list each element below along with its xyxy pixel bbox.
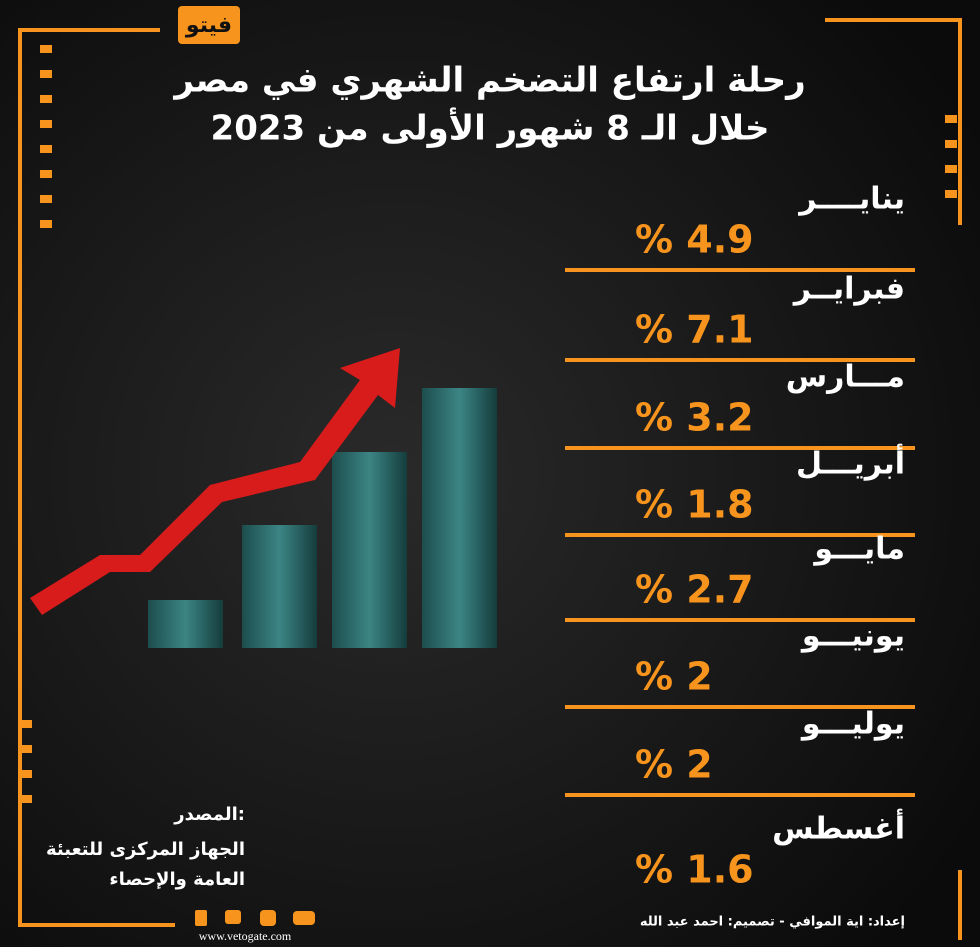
items: ينايــــر % 4.9 فبرايــر % 7.1 مـــارس % 3.2 أ… — [565, 182, 915, 892]
month: مـــارس — [786, 360, 905, 395]
social-icons — [195, 910, 315, 926]
month: مايـــو — [812, 532, 905, 567]
website: www.vetogate.com — [199, 929, 292, 943]
rate: % 2 — [635, 743, 713, 787]
rate: % 7.1 — [635, 308, 754, 352]
rate: % 4.9 — [635, 218, 754, 262]
rate: % 2 — [635, 655, 713, 699]
month: يونيـــو — [800, 619, 905, 654]
frame — [18, 18, 962, 940]
logo-text: فيتو — [185, 13, 232, 38]
rate: % 1.6 — [635, 848, 754, 892]
credits: إعداد: اية الموافي - تصميم: احمد عبد الل… — [640, 915, 905, 930]
month: ينايــــر — [797, 182, 905, 217]
rate: % 2.7 — [635, 568, 754, 612]
logo: فيتو — [178, 6, 240, 44]
month: أغسطس — [772, 809, 905, 847]
source-line: العامة والإحصاء — [109, 869, 245, 890]
rate: % 3.2 — [635, 396, 754, 440]
source-line: الجهاز المركزى للتعبئة — [46, 839, 245, 860]
month: فبرايــر — [792, 272, 905, 307]
title-line: رحلة ارتفاع التضخم الشهري في مصر — [172, 61, 805, 101]
rate: % 1.8 — [635, 483, 754, 527]
illustration — [30, 348, 497, 648]
month: أبريـــل — [796, 444, 905, 482]
title-line: خلال الـ 8 شهور الأولى من 2023 — [211, 107, 770, 149]
source-label: المصدر: — [173, 804, 245, 825]
month: يوليـــو — [800, 707, 905, 742]
